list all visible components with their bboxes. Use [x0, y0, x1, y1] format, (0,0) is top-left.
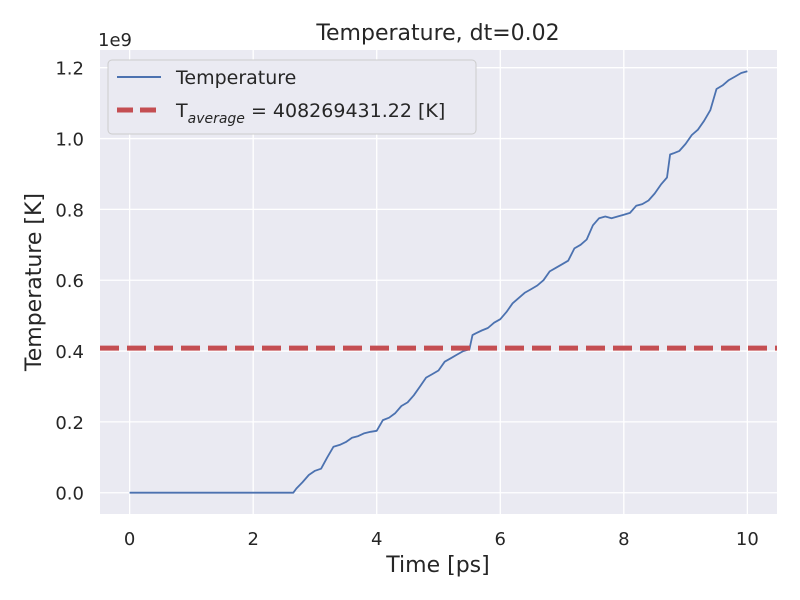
x-tick-label: 8 — [618, 529, 629, 550]
legend-average-subscript: average — [188, 111, 245, 127]
temperature-series-line — [129, 70, 748, 494]
x-tick-label: 2 — [247, 529, 258, 550]
x-tick-label: 6 — [495, 529, 506, 550]
y-tick-label: 0.2 — [55, 413, 84, 434]
y-axis-label: Temperature [K] — [22, 193, 47, 372]
legend-average-label: Taverage = 408269431.22 [K] — [175, 100, 445, 127]
x-axis-label: Time [ps] — [385, 553, 489, 578]
y-offset-label: 1e9 — [98, 30, 132, 51]
legend-temperature-label: Temperature — [175, 67, 296, 89]
y-tick-label: 0.6 — [55, 271, 84, 292]
legend: Temperature Taverage = 408269431.22 [K] — [107, 59, 477, 135]
legend-average-symbol: T — [175, 100, 188, 122]
chart-title: Temperature, dt=0.02 — [315, 21, 559, 46]
legend-average-value: = 408269431.22 [K] — [245, 100, 445, 122]
x-tick-label: 0 — [124, 529, 135, 550]
y-tick-label: 0.0 — [55, 484, 84, 505]
y-tick-labels: 0.0 0.2 0.4 0.6 0.8 1.0 1.2 — [55, 59, 84, 505]
y-tick-label: 1.2 — [55, 59, 84, 80]
series-layer — [100, 70, 777, 494]
y-tick-label: 0.8 — [55, 200, 84, 221]
y-tick-label: 1.0 — [55, 130, 84, 151]
x-tick-labels: 0 2 4 6 8 10 — [124, 529, 759, 550]
x-tick-label: 10 — [736, 529, 759, 550]
x-tick-label: 4 — [371, 529, 382, 550]
legend-box — [107, 59, 477, 135]
y-tick-label: 0.4 — [55, 342, 84, 363]
